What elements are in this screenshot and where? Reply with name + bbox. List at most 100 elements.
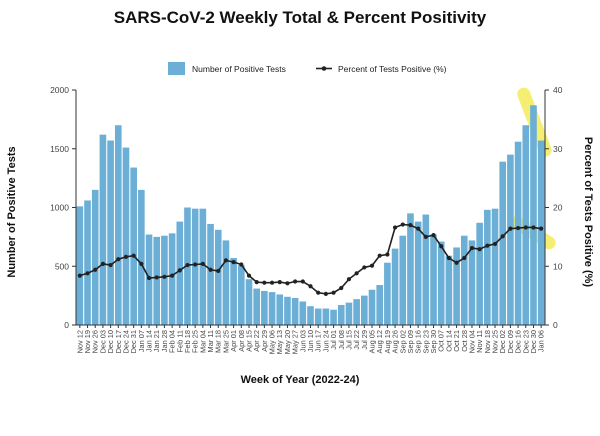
chart-title: SARS-CoV-2 Weekly Total & Percent Positi… xyxy=(113,8,487,27)
bar-series xyxy=(76,105,545,326)
x-tick-label: Feb 25 xyxy=(191,330,200,353)
bar xyxy=(91,189,99,325)
bar xyxy=(207,223,214,325)
line-point xyxy=(323,291,328,296)
y2-axis-title: Percent of Tests Positive (%) xyxy=(582,137,594,288)
legend-point-swatch xyxy=(321,66,327,71)
y2-tick-label: 10 xyxy=(553,261,563,271)
y2-tick-label: 40 xyxy=(553,85,563,95)
line-point xyxy=(308,284,313,289)
bar xyxy=(353,299,360,325)
bar xyxy=(337,305,345,325)
line-point xyxy=(515,225,521,231)
legend: Number of Positive Tests Percent of Tests… xyxy=(168,62,447,75)
line-point xyxy=(123,254,129,259)
line-point xyxy=(162,274,167,279)
line-point xyxy=(146,275,152,281)
x-tick-label: Aug 12 xyxy=(375,330,384,353)
legend-label: Percent of Tests Positive (%) xyxy=(338,64,447,74)
x-tick-label: Mar 11 xyxy=(206,330,215,352)
bar xyxy=(314,308,322,325)
x-tick-label: Sep 16 xyxy=(414,330,423,353)
x-tick-label: Jan 21 xyxy=(152,330,161,352)
line-series xyxy=(77,222,544,296)
line-point xyxy=(416,226,421,231)
y-tick-label: 2000 xyxy=(50,85,69,95)
x-tick-label: Sep 23 xyxy=(421,330,430,353)
line-point xyxy=(85,271,90,276)
line-point xyxy=(354,271,359,276)
x-tick-label: Dec 30 xyxy=(529,330,538,353)
line-point xyxy=(170,273,175,278)
legend-label: Number of Positive Tests xyxy=(192,64,286,74)
x-tick-label: Aug 19 xyxy=(383,330,392,353)
x-tick-label: Dec 24 xyxy=(121,330,130,353)
line-point xyxy=(77,273,82,278)
line-point xyxy=(539,226,544,231)
line-point xyxy=(339,285,344,291)
line-point xyxy=(216,268,221,274)
x-tick-label: Jan 28 xyxy=(160,330,169,352)
line-point xyxy=(400,222,405,227)
bar xyxy=(161,235,168,325)
bar xyxy=(514,141,522,325)
line-point xyxy=(139,261,144,266)
x-tick-label: Oct 14 xyxy=(444,330,453,352)
bar xyxy=(407,213,414,325)
x-tick-label: Aug 26 xyxy=(391,330,400,353)
x-tick-label: Feb 04 xyxy=(168,330,177,353)
line-point xyxy=(246,273,252,278)
x-tick-label: Apr 29 xyxy=(260,330,269,352)
bar xyxy=(322,308,330,325)
line-point xyxy=(469,245,475,251)
x-tick-label: Apr 15 xyxy=(244,330,253,352)
line-point xyxy=(385,252,390,257)
bar xyxy=(284,296,291,325)
x-tick-label: May 27 xyxy=(291,330,300,354)
line-point xyxy=(262,280,267,285)
line-point xyxy=(208,267,213,272)
x-tick-label: Nov 11 xyxy=(475,330,484,353)
bar xyxy=(491,208,499,325)
bar xyxy=(430,234,437,325)
line-point xyxy=(392,225,398,230)
x-axis-title: Week of Year (2022-24) xyxy=(241,374,360,386)
line-point xyxy=(462,255,467,261)
bar xyxy=(445,255,453,325)
line-point xyxy=(439,244,444,249)
x-tick-label: Jul 22 xyxy=(352,330,361,350)
bar xyxy=(84,200,91,325)
line-point xyxy=(185,262,190,268)
x-tick-label: Feb 18 xyxy=(183,330,192,353)
line-point xyxy=(492,241,498,247)
line-point xyxy=(193,262,198,267)
bar xyxy=(276,294,284,325)
y2-tick-label: 20 xyxy=(553,203,563,213)
bar xyxy=(468,240,476,325)
bar xyxy=(230,258,237,325)
bar xyxy=(376,285,384,325)
x-tick-label: Jan 06 xyxy=(537,330,546,352)
bar xyxy=(453,247,460,325)
x-tick-label: Feb 11 xyxy=(175,330,184,352)
y-axis-title: Number of Positive Tests xyxy=(6,146,18,277)
y2-tick-label: 0 xyxy=(553,320,558,330)
bar xyxy=(176,221,184,325)
line-point xyxy=(362,265,367,270)
x-tick-label: Mar 04 xyxy=(198,330,207,353)
bar xyxy=(499,161,507,325)
line-point xyxy=(369,263,375,268)
x-tick-label: Nov 25 xyxy=(491,330,500,353)
bar xyxy=(299,301,307,325)
x-tick-label: Sep 09 xyxy=(406,330,415,353)
x-tick-label: Oct 28 xyxy=(460,330,469,352)
bar xyxy=(476,222,483,325)
x-tick-label: Jul 08 xyxy=(337,330,346,350)
bar xyxy=(130,167,137,325)
bar xyxy=(261,290,268,325)
bar xyxy=(153,236,161,325)
y2-tick-label: 30 xyxy=(553,144,563,154)
line-point xyxy=(285,281,290,286)
x-tick-label: Apr 01 xyxy=(229,330,238,352)
x-tick-label: Dec 10 xyxy=(106,330,115,353)
